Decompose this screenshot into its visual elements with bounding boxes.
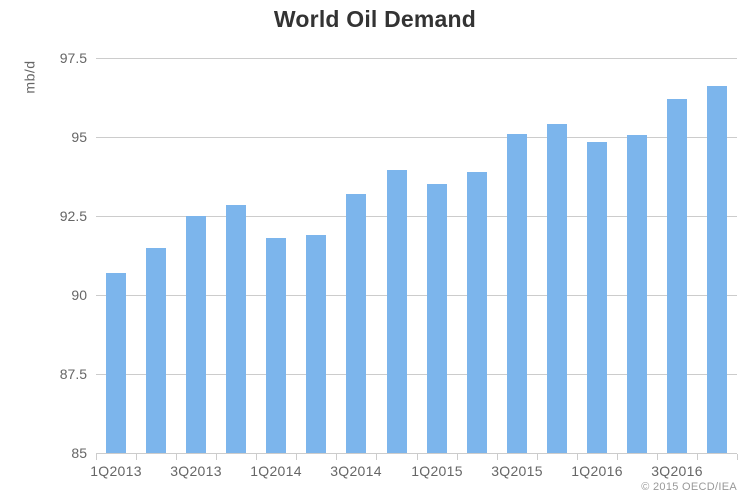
bar-1Q2016[interactable] [586,141,607,453]
bar-2Q2014[interactable] [306,235,327,453]
x-axis-tick [657,454,658,460]
y-axis-label: 92.5 [59,208,87,224]
x-axis-tick [617,454,618,460]
x-axis-tick [176,454,177,460]
x-axis-tick [457,454,458,460]
bar-1Q2015[interactable] [426,184,447,453]
y-axis-label: 90 [71,287,87,303]
bar-3Q2016[interactable] [666,99,687,453]
bar-4Q2016[interactable] [707,86,727,453]
bar-3Q2015[interactable] [506,133,527,453]
y-axis-label: 95 [71,129,87,145]
x-axis-tick [96,454,97,460]
bar-3Q2013[interactable] [186,216,207,453]
x-axis-label: 1Q2016 [571,463,623,479]
gridline-95 [96,137,737,138]
x-axis-tick [216,454,217,460]
bar-4Q2015[interactable] [546,124,567,453]
bar-4Q2014[interactable] [386,170,407,453]
credits-label: © 2015 OECD/IEA [641,481,737,493]
bar-2Q2013[interactable] [146,247,167,453]
bar-1Q2014[interactable] [266,238,287,453]
x-axis-label: 3Q2015 [491,463,543,479]
gridline-90 [96,295,737,296]
x-axis-tick [136,454,137,460]
y-axis-label: 87.5 [59,366,87,382]
gridline-87.5 [96,374,737,375]
x-axis-label: 3Q2014 [330,463,382,479]
x-axis-label: 3Q2016 [651,463,703,479]
bar-2Q2016[interactable] [626,135,647,453]
gridline-92.5 [96,216,737,217]
bar-3Q2014[interactable] [346,193,367,453]
x-axis-tick [577,454,578,460]
x-axis-tick [296,454,297,460]
x-axis-label: 1Q2015 [411,463,463,479]
bar-4Q2013[interactable] [226,204,247,453]
x-axis-label: 1Q2014 [250,463,302,479]
y-axis-label: 97.5 [59,50,87,66]
x-axis-label: 1Q2013 [90,463,142,479]
y-axis-label: 85 [71,445,87,461]
bar-2Q2015[interactable] [466,171,487,453]
x-axis-label: 3Q2013 [170,463,222,479]
chart-title: World Oil Demand [273,6,477,32]
x-axis-tick [697,454,698,460]
x-axis-line [96,453,737,454]
x-axis-tick [256,454,257,460]
x-axis-tick [537,454,538,460]
x-axis-tick [737,454,738,460]
x-axis-tick [417,454,418,460]
x-axis-tick [376,454,377,460]
x-axis-tick [497,454,498,460]
x-axis-tick [336,454,337,460]
gridline-97.5 [96,58,737,59]
bar-1Q2013[interactable] [106,272,126,453]
